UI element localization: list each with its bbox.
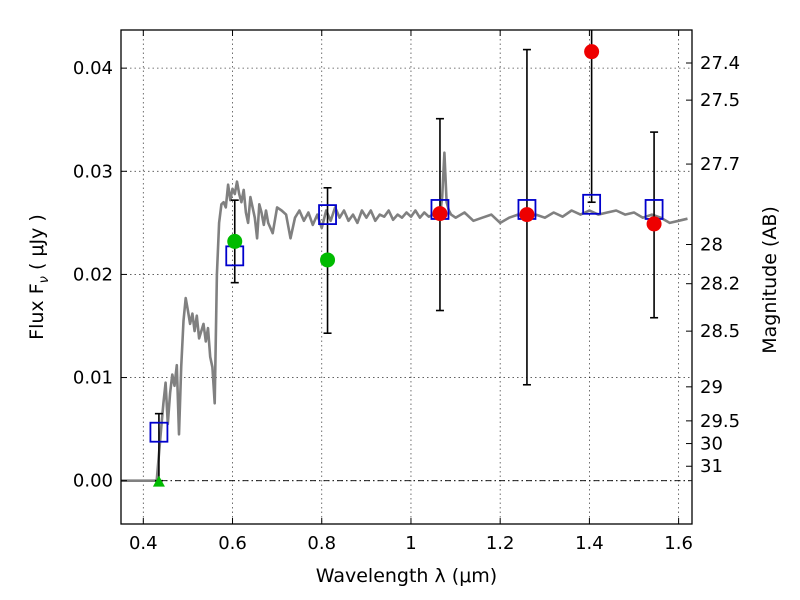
plot-frame (120, 29, 693, 525)
observed-red-point-0 (432, 206, 448, 222)
model-sed-line (121, 151, 688, 483)
x-tick-label-3: 1 (405, 533, 416, 554)
y-tick-label-3: 0.03 (73, 161, 113, 182)
y2-tick-label-7: 29.5 (700, 411, 740, 432)
y2-tick-label-5: 28.5 (700, 321, 740, 342)
y-axis-title-main: Flux F (26, 283, 48, 339)
y2-tick-label-1: 27.5 (700, 90, 740, 111)
x-tick-label-2: 0.8 (307, 533, 336, 554)
y2-tick-label-2: 27.7 (700, 154, 740, 175)
upper-limit-triangle (152, 475, 165, 487)
model-photometry-square-5 (582, 193, 602, 215)
y-tick-label-1: 0.01 (73, 368, 113, 389)
model-photometry-square-2 (318, 204, 337, 226)
model-sed-curve (121, 151, 688, 483)
y2-tick-label-9: 31 (700, 456, 723, 477)
y2-tick-label-6: 29 (700, 377, 723, 398)
x-tick-label-4: 1.2 (486, 533, 515, 554)
y-tick-label-0: 0.00 (73, 471, 113, 492)
x-tick-label-6: 1.6 (664, 533, 693, 554)
y2-tick-label-8: 30 (700, 434, 723, 455)
y-axis-title-subscript: ν (37, 276, 52, 283)
observed-red-point-1 (519, 207, 535, 223)
y2-tick-label-4: 28.2 (700, 274, 740, 295)
x-tick-label-0: 0.4 (129, 533, 158, 554)
observed-red-point-2 (584, 44, 600, 60)
tick-labels: 0.4 0.6 0.8 1 1.2 1.4 1.6 0.00 0.01 0.02 0.03 0.04 2… (73, 53, 740, 554)
y-tick-label-2: 0.02 (73, 264, 113, 285)
observed-red-point-3 (646, 216, 662, 232)
y-axis-title-unit: ( μJy ) (26, 214, 48, 276)
x-tick-label-1: 0.6 (218, 533, 247, 554)
y2-axis-title: Magnitude (AB) (759, 206, 781, 354)
y2-tick-label-0: 27.4 (700, 53, 740, 74)
axis-ticks (121, 30, 692, 524)
x-axis-title: Wavelength λ (μm) (316, 565, 497, 587)
model-photometry-square-0 (149, 421, 169, 443)
y-axis-title: Flux Fν ( μJy ) (26, 214, 52, 340)
x-tick-label-5: 1.4 (575, 533, 604, 554)
observed-green-point-1 (320, 252, 336, 268)
data-markers (149, 44, 664, 487)
y2-tick-label-3: 28 (700, 235, 723, 256)
observed-green-point-0 (227, 233, 243, 249)
y-tick-label-4: 0.04 (73, 58, 113, 79)
